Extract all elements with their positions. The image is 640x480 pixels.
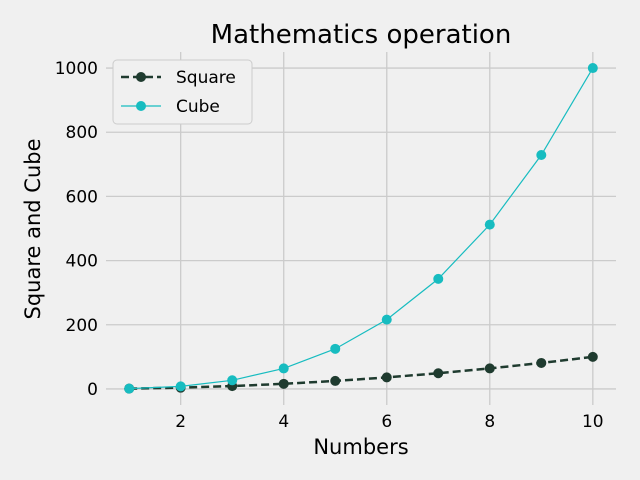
chart-title: Mathematics operation: [211, 20, 512, 50]
y-tick-label: 200: [66, 316, 98, 336]
tick-labels: 2 4 6 8 10 0 200 400 600 800 1000: [55, 59, 604, 432]
x-tick-label: 2: [175, 412, 186, 432]
data-point-square: [587, 351, 598, 362]
series-line-square: [129, 355, 593, 390]
data-point-square: [484, 363, 495, 374]
data-point-square: [536, 357, 547, 368]
data-point-square: [278, 378, 289, 389]
data-point-cube: [484, 219, 495, 230]
legend-marker-square: [136, 72, 146, 82]
legend-label-cube: Cube: [176, 97, 220, 117]
x-tick-label: 6: [381, 412, 392, 432]
data-point-cube: [330, 343, 341, 354]
x-tick-label: 10: [582, 412, 604, 432]
data-point-cube: [227, 375, 238, 386]
x-tick-label: 8: [484, 412, 495, 432]
series-layer: [124, 63, 598, 394]
y-axis-label: Square and Cube: [21, 138, 45, 319]
data-point-square: [433, 368, 444, 379]
data-point-cube: [175, 381, 186, 392]
x-axis-label: Numbers: [313, 435, 408, 459]
data-point-cube: [587, 63, 598, 74]
y-tick-label: 0: [87, 380, 98, 400]
series-line-cube: [129, 67, 594, 390]
y-tick-label: 800: [66, 123, 98, 143]
y-tick-label: 600: [66, 187, 98, 207]
legend-label-square: Square: [176, 68, 236, 88]
x-tick-label: 4: [278, 412, 289, 432]
y-tick-label: 400: [66, 252, 98, 272]
data-point-square: [381, 372, 392, 383]
data-point-cube: [124, 383, 135, 394]
data-point-cube: [536, 150, 547, 161]
data-point-square: [330, 375, 341, 386]
legend: Square Cube: [112, 59, 253, 125]
legend-marker-cube: [136, 101, 146, 111]
data-point-cube: [433, 273, 444, 284]
data-point-cube: [381, 314, 392, 325]
y-tick-label: 1000: [55, 59, 98, 79]
data-point-cube: [278, 363, 289, 374]
